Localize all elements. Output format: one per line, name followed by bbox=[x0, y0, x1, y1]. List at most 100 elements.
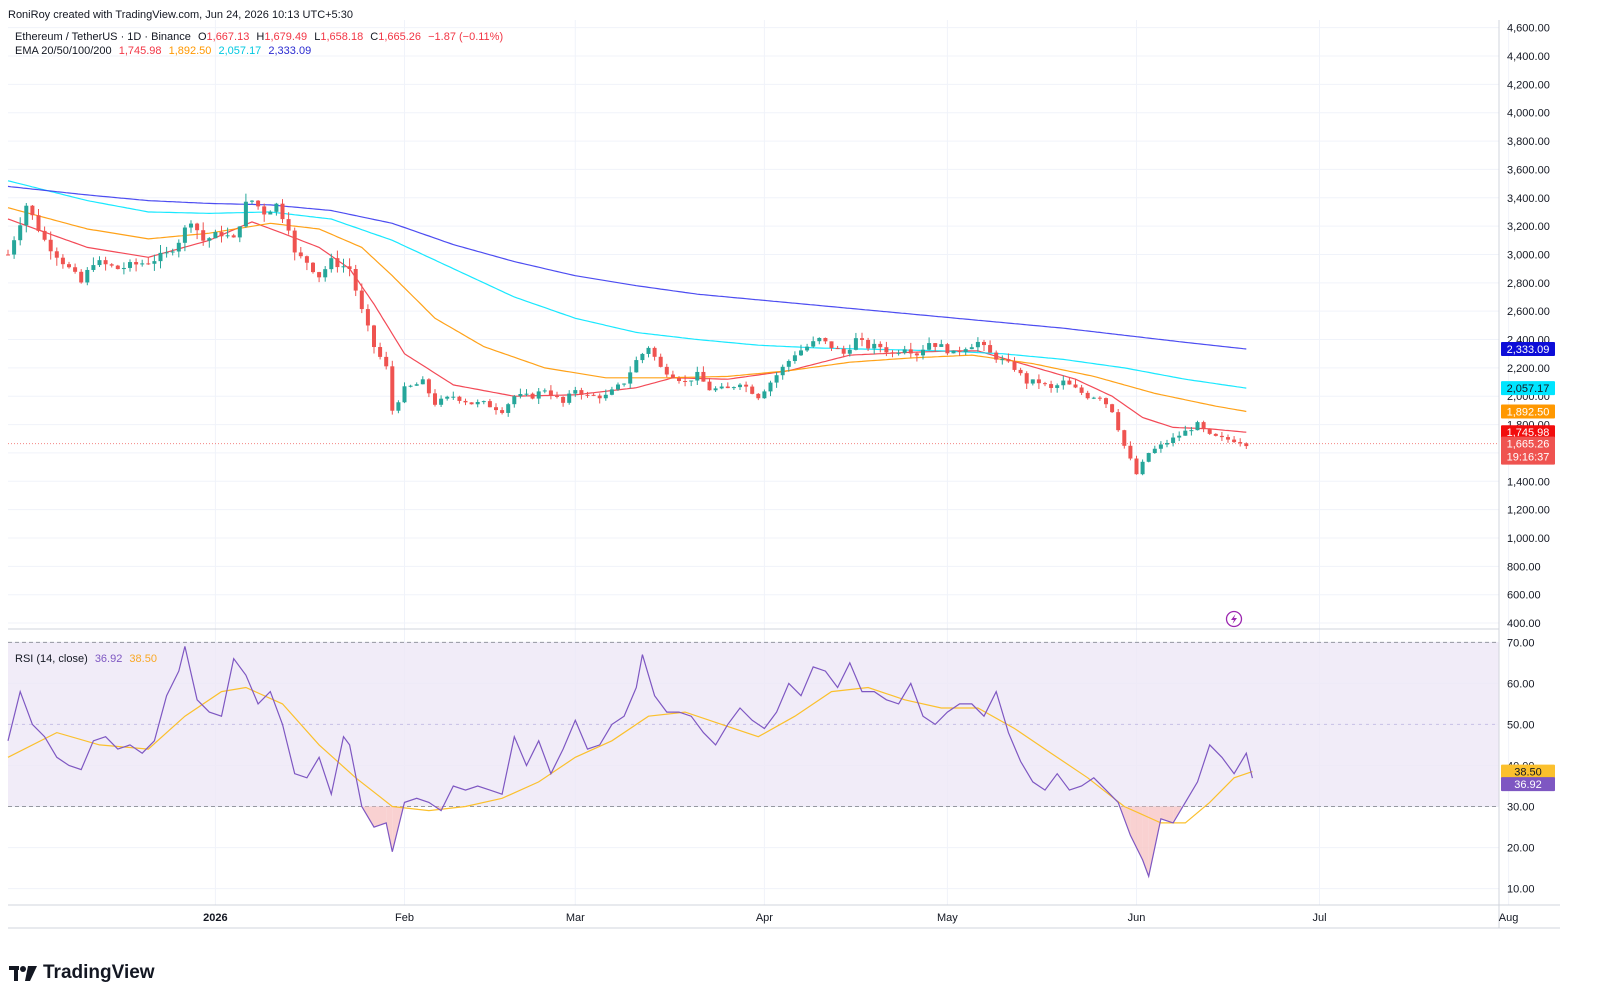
candle-body bbox=[85, 269, 90, 283]
candle-body bbox=[1207, 428, 1212, 434]
candle-body bbox=[567, 393, 572, 403]
rsi-tick-label: 50.00 bbox=[1507, 719, 1535, 731]
rsi-value: 36.92 bbox=[94, 653, 123, 665]
ema-label[interactable]: EMA 20/50/100/200 bbox=[15, 45, 112, 57]
candle-body bbox=[6, 254, 10, 256]
time-tick-label: Mar bbox=[566, 912, 585, 924]
rsi-label[interactable]: RSI (14, close) bbox=[15, 653, 88, 665]
candle-body bbox=[701, 371, 706, 382]
rsi-oversold-fill bbox=[428, 806, 442, 811]
candle-body bbox=[451, 396, 456, 398]
candle-body bbox=[97, 260, 102, 266]
price-tick-label: 3,800.00 bbox=[1507, 136, 1550, 148]
candle-body bbox=[24, 205, 29, 226]
candle-body bbox=[317, 272, 322, 278]
candle-body bbox=[469, 402, 474, 405]
lightning-glyph bbox=[1231, 614, 1237, 624]
candle-body bbox=[1055, 385, 1060, 388]
candle-body bbox=[1152, 448, 1157, 454]
tradingview-logo-text: TradingView bbox=[43, 962, 155, 983]
candle-body bbox=[933, 343, 938, 347]
candle-body bbox=[1134, 458, 1139, 475]
candle-body bbox=[872, 343, 877, 349]
price-tick-label: 1,400.00 bbox=[1507, 476, 1550, 488]
rsi-tick-label: 30.00 bbox=[1507, 802, 1535, 814]
candle-body bbox=[847, 349, 852, 354]
candle-body bbox=[603, 394, 608, 399]
tradingview-logo-icon bbox=[9, 965, 37, 981]
candle-body bbox=[195, 223, 200, 231]
candle-body bbox=[939, 344, 944, 347]
candle-body bbox=[774, 375, 779, 383]
candle-body bbox=[585, 394, 590, 396]
price-tick-label: 3,200.00 bbox=[1507, 221, 1550, 233]
candle-body bbox=[311, 262, 315, 273]
low-value: 1,658.18 bbox=[320, 31, 364, 43]
candle-body bbox=[957, 350, 962, 352]
tradingview-logo[interactable]: TradingView bbox=[9, 962, 155, 984]
time-tick-label: Aug bbox=[1499, 912, 1519, 924]
time-tick-label: Apr bbox=[756, 912, 773, 924]
candle-body bbox=[975, 341, 980, 348]
price-tick-label: 2,800.00 bbox=[1507, 278, 1550, 290]
candle-body bbox=[365, 309, 370, 326]
rsi-oversold-fill bbox=[386, 806, 393, 852]
ema100-line bbox=[7, 180, 1247, 389]
ema50-line bbox=[7, 207, 1247, 413]
rsi-oversold-fill bbox=[392, 806, 405, 852]
candle-body bbox=[780, 366, 785, 376]
price-tick-label: 3,400.00 bbox=[1507, 193, 1550, 205]
candle-body bbox=[1146, 453, 1151, 462]
ema20-line bbox=[7, 218, 1247, 433]
candle-body bbox=[579, 390, 584, 395]
candle-body bbox=[1195, 422, 1200, 431]
candle-body bbox=[408, 385, 413, 387]
candle-body bbox=[536, 391, 541, 399]
price-tick-label: 4,400.00 bbox=[1507, 51, 1550, 63]
candle-body bbox=[54, 251, 59, 258]
high-value: 1,679.49 bbox=[264, 31, 308, 43]
candle-body bbox=[42, 230, 47, 240]
ema20-value: 1,745.98 bbox=[118, 45, 162, 57]
candle-body bbox=[713, 388, 718, 391]
time-tick-label: Jun bbox=[1128, 912, 1146, 924]
candle-body bbox=[359, 290, 364, 310]
candle-body bbox=[792, 355, 797, 362]
rsi-oversold-fill bbox=[1173, 806, 1186, 823]
close-value: 1,665.26 bbox=[378, 31, 422, 43]
candle-body bbox=[67, 264, 71, 268]
close-label: C bbox=[370, 31, 379, 43]
candle-body bbox=[1097, 397, 1102, 399]
candle-body bbox=[420, 379, 425, 385]
candle-body bbox=[1165, 442, 1169, 445]
candle-body bbox=[719, 386, 724, 389]
candle-body bbox=[988, 345, 993, 353]
symbol-name[interactable]: Ethereum / TetherUS · 1D · Binance bbox=[15, 31, 191, 43]
candle-body bbox=[555, 395, 559, 397]
price-tick-label: 600.00 bbox=[1507, 590, 1541, 602]
candle-body bbox=[439, 398, 444, 405]
candle-body bbox=[1043, 383, 1047, 385]
price-tick-label: 4,600.00 bbox=[1507, 23, 1550, 35]
candle-body bbox=[768, 382, 773, 392]
candle-body bbox=[1183, 430, 1188, 436]
candle-body bbox=[487, 401, 492, 408]
candle-body bbox=[756, 393, 761, 399]
time-tick-label: May bbox=[937, 912, 958, 924]
candle-body bbox=[201, 230, 206, 241]
candle-body bbox=[500, 410, 505, 413]
candle-body bbox=[1116, 412, 1121, 431]
candle-body bbox=[30, 205, 35, 216]
candle-body bbox=[731, 387, 736, 389]
candle-body bbox=[1189, 430, 1194, 432]
candle-body bbox=[841, 348, 846, 354]
candle-body bbox=[128, 262, 132, 268]
time-tick-label: Jul bbox=[1312, 912, 1326, 924]
low-label: L bbox=[314, 31, 321, 43]
candle-body bbox=[542, 390, 547, 392]
rsi-badge-box bbox=[1501, 777, 1555, 792]
candle-body bbox=[341, 266, 346, 268]
candle-body bbox=[597, 395, 602, 399]
candle-body bbox=[170, 251, 175, 253]
